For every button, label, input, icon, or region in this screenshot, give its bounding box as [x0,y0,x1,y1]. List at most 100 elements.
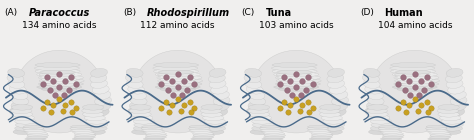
Ellipse shape [438,108,459,114]
Point [292,86,300,88]
Ellipse shape [279,78,314,81]
Ellipse shape [311,132,332,135]
Ellipse shape [319,112,341,117]
Ellipse shape [394,78,439,83]
Ellipse shape [276,73,311,77]
Ellipse shape [328,68,345,77]
Ellipse shape [367,112,388,117]
Ellipse shape [36,72,82,77]
Ellipse shape [248,91,265,100]
Ellipse shape [192,132,214,135]
Ellipse shape [331,102,348,111]
Point [411,98,419,101]
FancyBboxPatch shape [116,0,239,140]
Ellipse shape [157,73,193,77]
Point [191,107,198,109]
Ellipse shape [90,74,107,83]
Ellipse shape [426,129,447,132]
Ellipse shape [277,70,312,74]
Ellipse shape [75,134,96,137]
Ellipse shape [380,137,401,140]
Ellipse shape [27,132,48,135]
Ellipse shape [128,85,145,94]
Point [180,104,188,106]
Point [394,83,402,85]
Ellipse shape [382,136,403,139]
Ellipse shape [379,125,400,128]
Point [67,76,75,78]
Point [406,94,414,96]
Point [405,104,412,106]
Point [414,109,422,112]
Point [399,76,407,78]
Ellipse shape [129,102,146,111]
Ellipse shape [391,69,436,74]
Ellipse shape [145,136,166,139]
Ellipse shape [391,62,436,68]
Ellipse shape [328,80,345,88]
Ellipse shape [9,85,26,94]
Ellipse shape [72,130,93,133]
Ellipse shape [11,105,33,110]
Ellipse shape [146,134,167,137]
Ellipse shape [193,134,214,137]
Point [164,88,172,91]
Ellipse shape [250,129,271,135]
Ellipse shape [260,129,282,132]
Ellipse shape [212,102,229,111]
Ellipse shape [308,129,329,132]
Ellipse shape [332,96,348,105]
Ellipse shape [245,80,262,88]
Point [288,94,295,96]
Point [424,111,431,113]
Ellipse shape [365,108,382,116]
Ellipse shape [11,112,33,117]
Ellipse shape [264,134,285,137]
Ellipse shape [246,85,263,94]
Ellipse shape [94,102,111,111]
Ellipse shape [15,122,36,128]
Point [284,111,292,113]
Point [174,73,182,75]
Ellipse shape [15,50,104,133]
Ellipse shape [394,75,439,80]
Ellipse shape [260,125,282,128]
Ellipse shape [329,85,346,94]
Ellipse shape [130,96,147,105]
Ellipse shape [35,62,80,68]
Ellipse shape [394,81,439,87]
Point [162,101,170,103]
Point [428,83,435,85]
Ellipse shape [395,70,431,74]
Ellipse shape [128,108,145,116]
Ellipse shape [329,108,346,116]
Ellipse shape [307,127,328,130]
Ellipse shape [154,69,199,74]
Ellipse shape [74,136,95,139]
Point [174,86,182,88]
Ellipse shape [438,112,459,117]
Point [286,80,294,82]
Ellipse shape [23,127,44,130]
Point [55,86,63,88]
Ellipse shape [327,74,344,83]
Ellipse shape [8,80,25,88]
Ellipse shape [9,108,26,116]
Ellipse shape [160,87,195,91]
Ellipse shape [160,78,195,81]
Ellipse shape [450,96,467,105]
Ellipse shape [84,129,105,135]
Ellipse shape [363,80,380,88]
Ellipse shape [308,125,329,128]
Ellipse shape [272,62,317,68]
Ellipse shape [252,119,273,124]
Ellipse shape [262,137,283,140]
Point [168,80,175,82]
Ellipse shape [211,108,228,116]
Ellipse shape [367,105,388,110]
Ellipse shape [203,115,224,121]
Ellipse shape [145,132,166,135]
Text: Tuna: Tuna [265,8,292,18]
Ellipse shape [248,102,265,111]
Point [309,107,317,109]
